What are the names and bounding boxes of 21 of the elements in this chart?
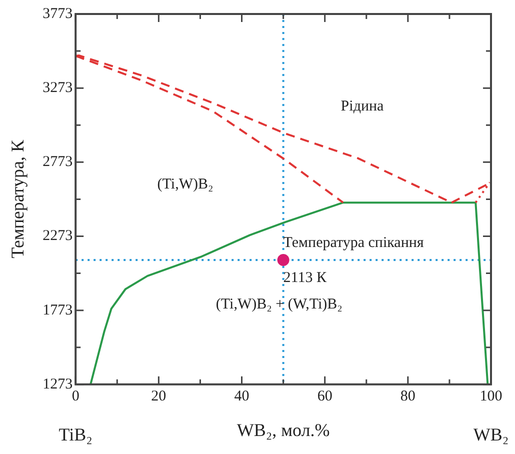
text: WB₂ [473,424,509,445]
annotation: (Ti,W)B₂ + (W,Ti)B₂ [216,296,342,313]
annotation: Рідина [340,98,384,115]
x-tick-label: 100 [480,388,502,404]
x-tick-label: 60 [317,388,332,404]
x-tick-label: 40 [234,388,250,404]
y-tick-label: 3273 [42,80,73,96]
x-tick-label: 0 [72,388,80,404]
text: TiB₂ [58,424,92,445]
annotation: (Ti,W)B₂ [157,176,214,192]
y-tick-label: 2773 [42,154,73,170]
y-tick-label: 3773 [42,6,73,22]
x-axis-title: WB₂, мол.% [236,420,330,440]
y-tick-label: 2273 [42,228,73,244]
y-tick-label: 1273 [42,376,73,392]
y-axis-title: Температура, К [8,138,28,258]
annotation: Температура спікання [283,234,424,251]
x-tick-label: 20 [151,388,166,404]
annotation: 2113 К [283,270,328,286]
y-tick-label: 1773 [42,302,73,318]
x-tick-label: 80 [400,388,416,404]
